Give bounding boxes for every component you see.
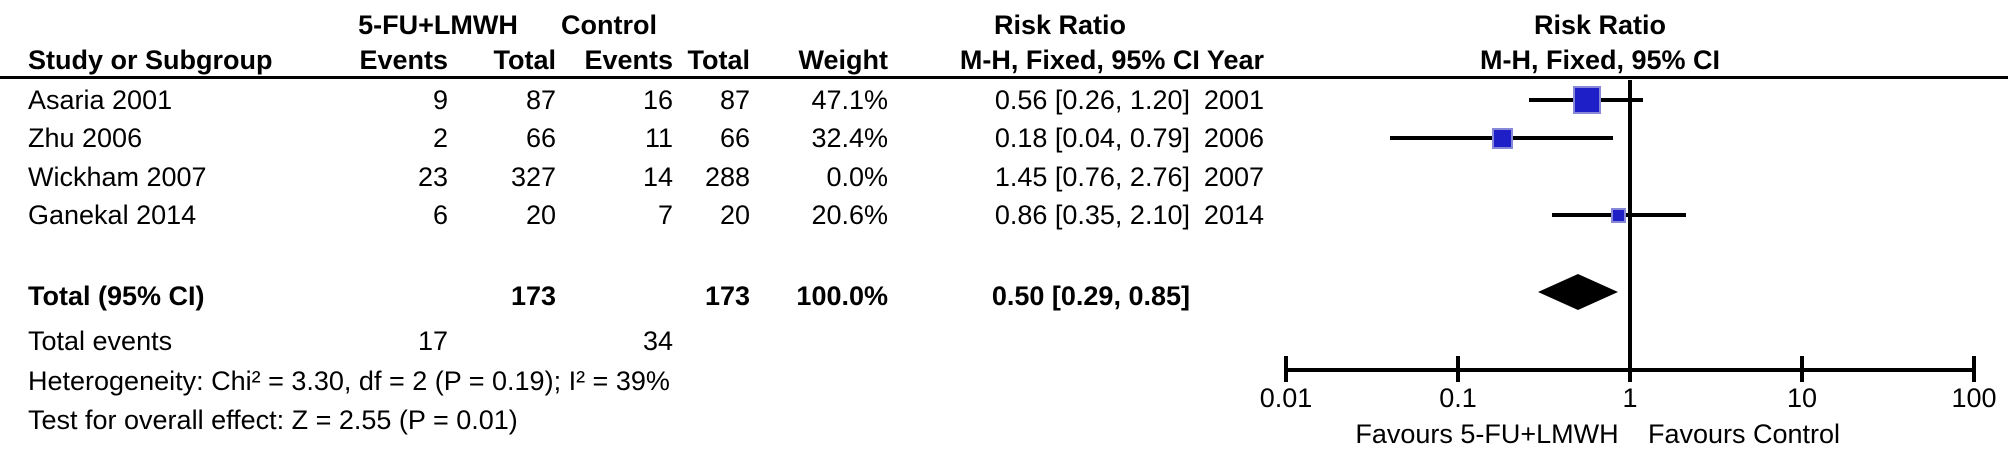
effect-estimate-square [1611, 208, 1626, 223]
year-value: 2001 [1203, 85, 1264, 115]
summary-diamond [1538, 274, 1618, 310]
effect-estimate-square [1492, 128, 1513, 149]
risk-ratio-ci-value: 0.86 [0.35, 2.10] [994, 200, 1190, 230]
total-events-control: 34 [642, 326, 673, 356]
weight-value: 32.4% [811, 123, 888, 153]
axis-tick [1456, 356, 1460, 382]
events-treatment: 6 [432, 200, 448, 230]
total-control: 66 [719, 123, 750, 153]
favours-treatment-label: Favours 5-FU+LMWH [1355, 419, 1619, 449]
study-name: Wickham 2007 [28, 162, 207, 192]
axis-tick [1800, 356, 1804, 382]
axis-tick-label: 10 [1786, 383, 1818, 413]
favours-control-label: Favours Control [1647, 419, 1841, 449]
total-risk-ratio-ci: 0.50 [0.29, 0.85] [991, 281, 1190, 311]
study-column-header: Study or Subgroup [28, 45, 273, 75]
heterogeneity-statistics: Heterogeneity: Chi² = 3.30, df = 2 (P = … [28, 366, 670, 396]
weight-value: 0.0% [826, 162, 888, 192]
events-control-header: Events [584, 45, 673, 75]
axis-tick-label: 0.1 [1439, 383, 1477, 413]
events-control: 7 [657, 200, 673, 230]
axis-tick [1284, 356, 1288, 382]
risk-ratio-ci-value: 0.18 [0.04, 0.79] [994, 123, 1190, 153]
year-value: 2007 [1203, 162, 1264, 192]
total-control: 87 [719, 85, 750, 115]
total-treatment: 66 [525, 123, 556, 153]
study-name: Asaria 2001 [28, 85, 173, 115]
total-label: Total (95% CI) [28, 281, 205, 311]
weight-column-header: Weight [798, 45, 889, 75]
axis-tick [1972, 356, 1976, 382]
risk-ratio-column-header: Risk Ratio [993, 10, 1127, 40]
total-events-treatment: 17 [417, 326, 448, 356]
total-control: 288 [704, 162, 750, 192]
events-treatment: 2 [432, 123, 448, 153]
risk-ratio-plot-header: Risk Ratio [1533, 10, 1667, 40]
control-group-header: Control [561, 10, 657, 40]
treatment-group-header: 5-FU+LMWH [358, 10, 518, 40]
risk-ratio-ci-value: 0.56 [0.26, 1.20] [994, 85, 1190, 115]
mh-fixed-ci-plot-header: M-H, Fixed, 95% CI [1479, 45, 1721, 75]
total-treatment-sum: 173 [510, 281, 556, 311]
effect-estimate-square [1573, 86, 1601, 114]
axis-tick-label: 100 [1951, 383, 1997, 413]
total-treatment: 87 [525, 85, 556, 115]
study-name: Ganekal 2014 [28, 200, 197, 230]
null-effect-line [1628, 80, 1632, 376]
events-treatment-header: Events [359, 45, 448, 75]
header-divider-line [0, 76, 2008, 79]
weight-value: 47.1% [811, 85, 888, 115]
events-treatment: 23 [417, 162, 448, 192]
total-treatment: 20 [525, 200, 556, 230]
axis-tick-label: 1 [1622, 383, 1638, 413]
year-value: 2014 [1203, 200, 1264, 230]
overall-effect-test: Test for overall effect: Z = 2.55 (P = 0… [28, 405, 518, 435]
total-treatment-header: Total [493, 45, 557, 75]
study-name: Zhu 2006 [28, 123, 143, 153]
events-control: 11 [644, 123, 673, 153]
axis-tick-label: 0.01 [1259, 383, 1313, 413]
total-weight: 100.0% [796, 281, 888, 311]
axis-tick [1628, 356, 1632, 382]
mh-fixed-ci-year-header: M-H, Fixed, 95% CI Year [959, 45, 1264, 75]
total-control: 20 [719, 200, 750, 230]
events-control: 14 [642, 162, 673, 192]
total-treatment: 327 [510, 162, 556, 192]
risk-ratio-ci-value: 1.45 [0.76, 2.76] [994, 162, 1190, 192]
weight-value: 20.6% [811, 200, 888, 230]
events-treatment: 9 [432, 85, 448, 115]
total-control-sum: 173 [704, 281, 750, 311]
total-control-header: Total [687, 45, 751, 75]
total-events-label: Total events [28, 326, 173, 356]
events-control: 16 [642, 85, 673, 115]
year-value: 2006 [1203, 123, 1264, 153]
